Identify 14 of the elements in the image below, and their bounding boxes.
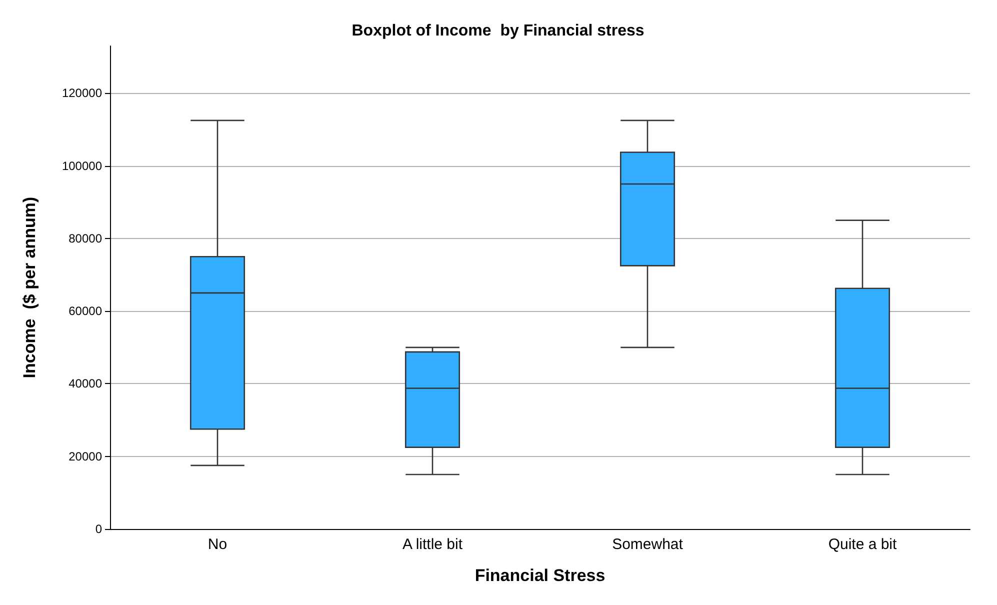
y-axis-title: Income ($ per annum) — [20, 196, 39, 378]
chart-title: Boxplot of Income by Financial stress — [352, 22, 644, 40]
y-tick-label: 100000 — [62, 158, 102, 173]
y-tick-label: 0 — [95, 522, 102, 536]
x-axis-title: Financial Stress — [474, 566, 606, 585]
x-tick-label: No — [208, 536, 228, 553]
x-tick-label: Somewhat — [612, 536, 684, 553]
x-tick-label: Quite a bit — [828, 536, 898, 553]
y-tick-label: 120000 — [62, 86, 102, 100]
x-tick-label: A little bit — [402, 536, 464, 553]
y-tick-label: 80000 — [68, 231, 102, 246]
y-tick-label: 20000 — [68, 449, 102, 464]
y-tick-label: 60000 — [68, 304, 102, 318]
y-tick-label: 40000 — [68, 376, 102, 391]
